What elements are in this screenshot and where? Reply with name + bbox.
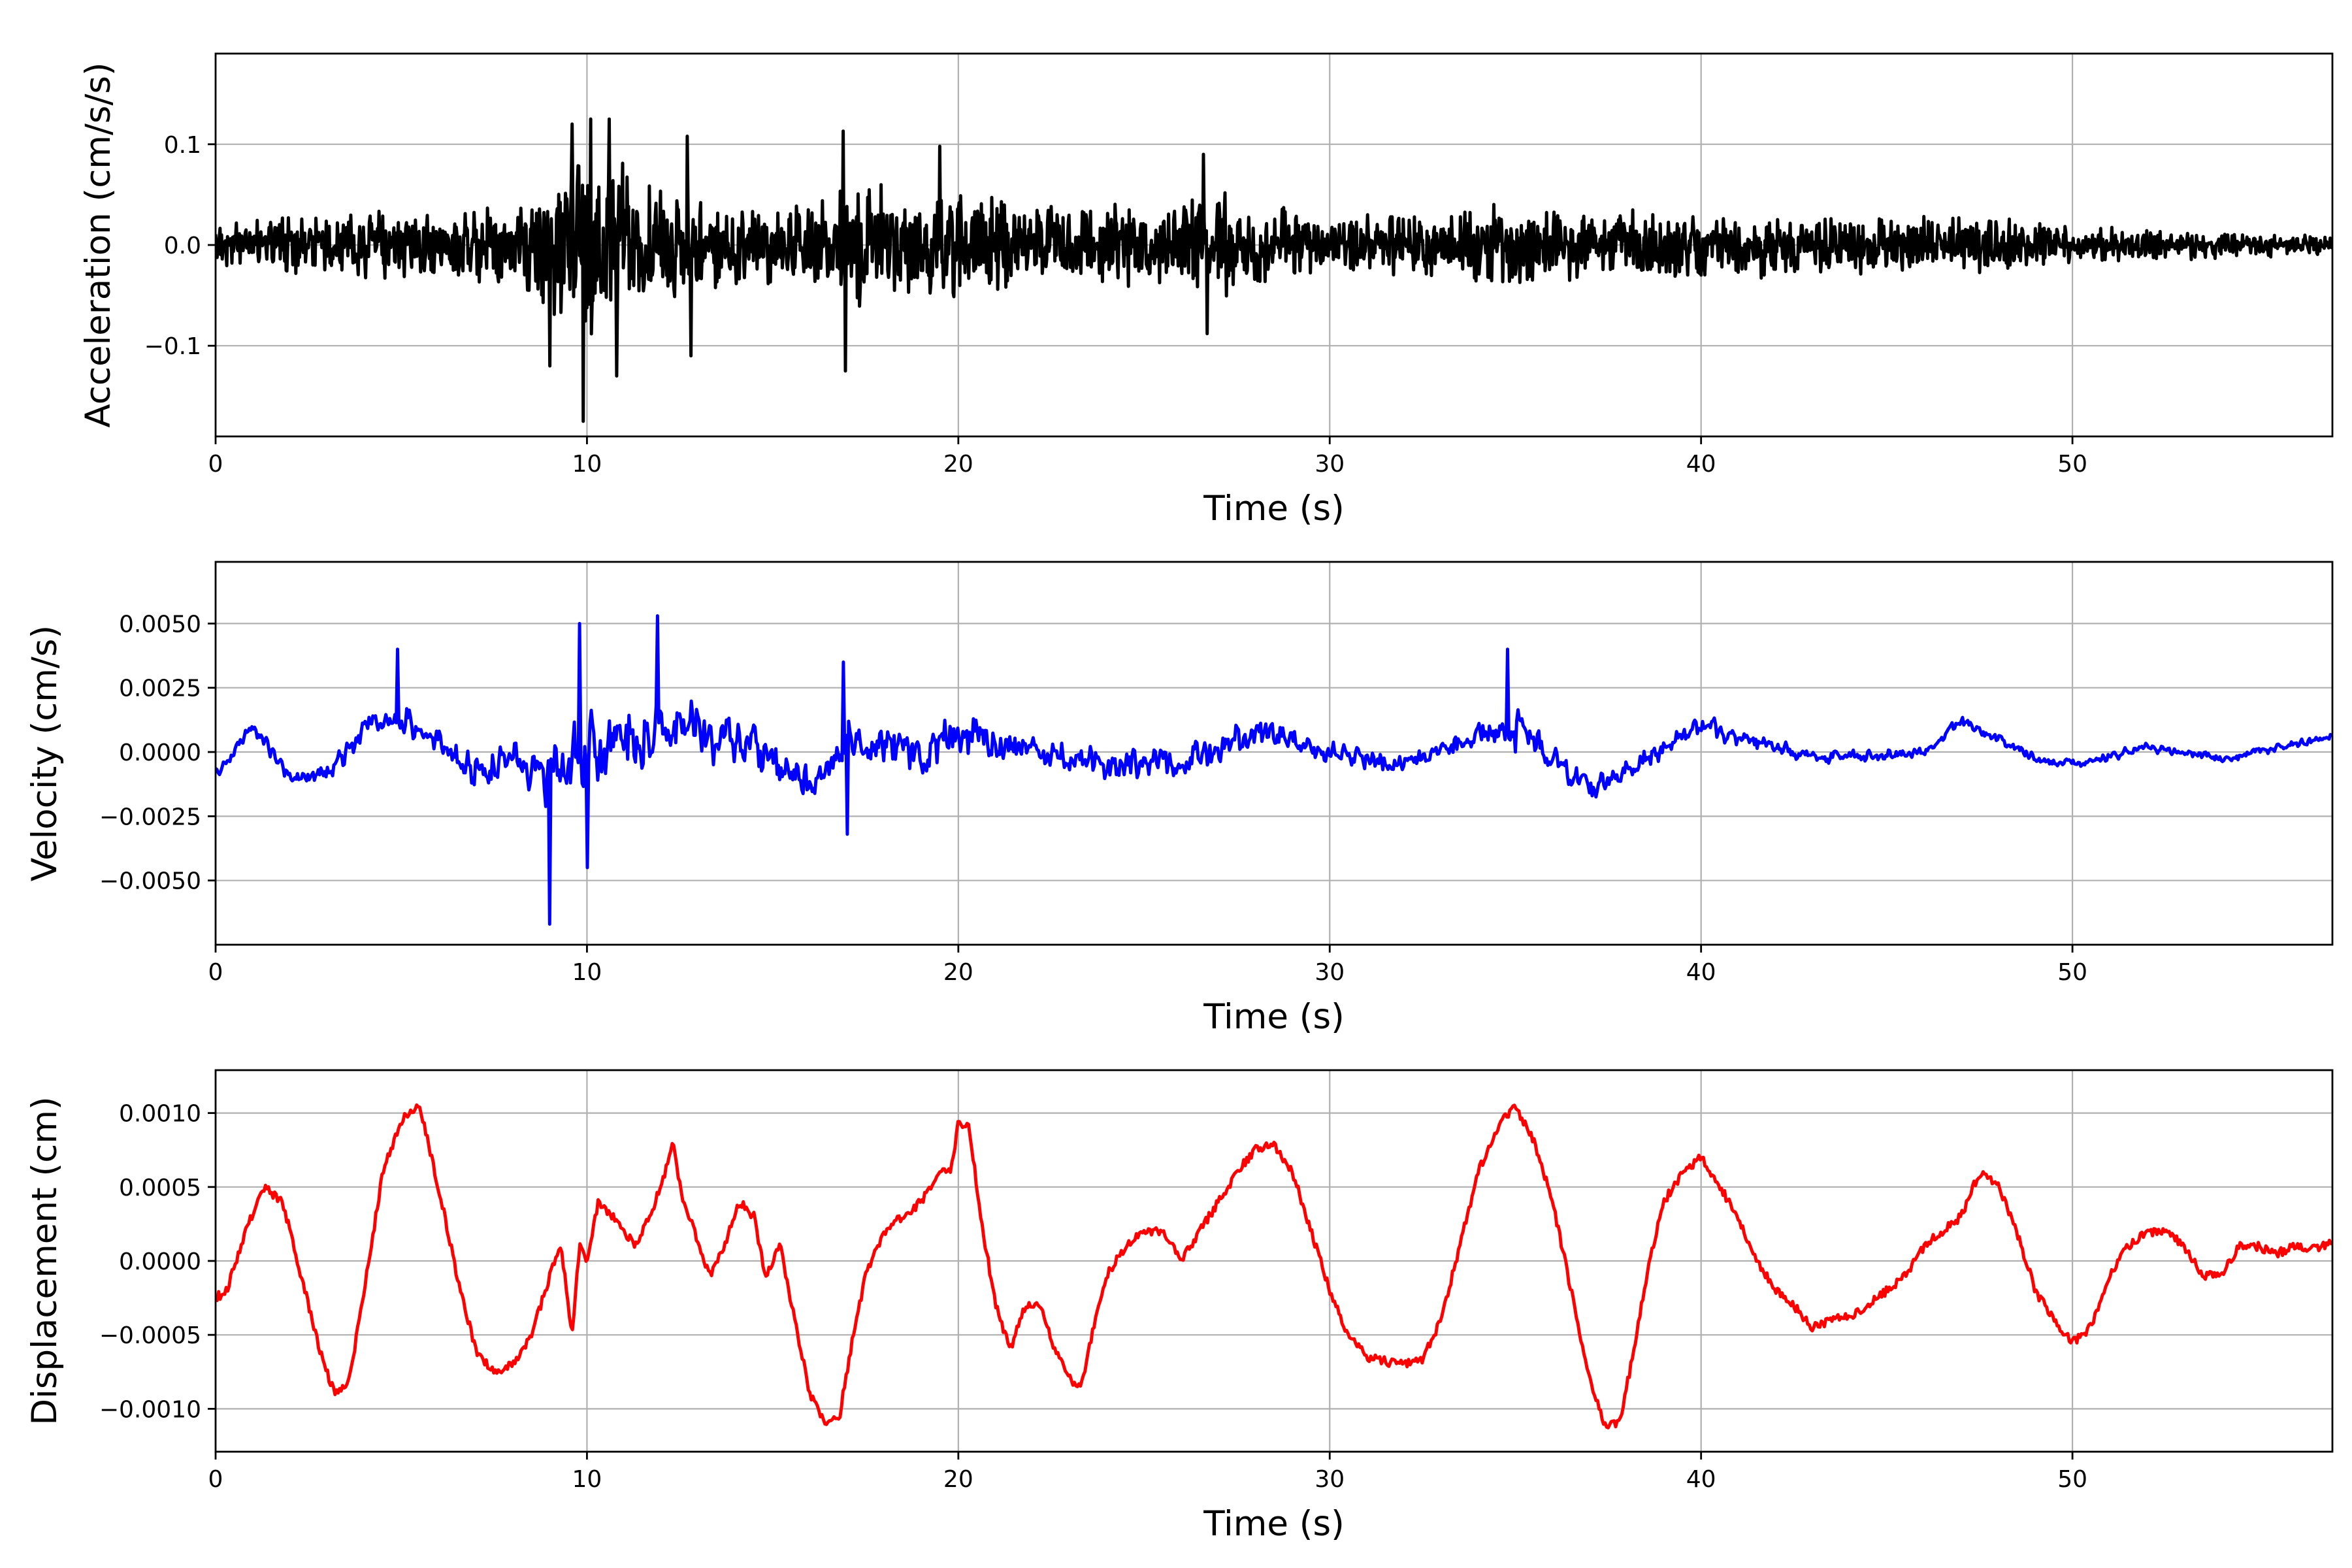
y-axis-label: Velocity (cm/s) [25, 625, 65, 881]
y-tick-label: 0.0000 [119, 740, 201, 766]
axes-frame [214, 561, 2334, 946]
y-tick-label: 0.0000 [119, 1249, 201, 1275]
x-tick-label: 20 [943, 1466, 973, 1493]
y-tick-label: −0.1 [144, 333, 201, 360]
x-tick-label: 20 [943, 959, 973, 986]
y-tick-label: 0.0010 [119, 1101, 201, 1128]
y-axis-label: Displacement (cm) [25, 1096, 65, 1425]
x-tick-label: 0 [208, 451, 223, 478]
x-tick-label: 10 [572, 1466, 602, 1493]
x-tick-label: 20 [943, 451, 973, 478]
x-axis-label: Time (s) [1203, 489, 1345, 529]
x-tick-label: 50 [2057, 451, 2087, 478]
x-axis-label: Time (s) [1203, 1504, 1345, 1544]
x-tick-label: 30 [1315, 1466, 1345, 1493]
y-tick-label: −0.0010 [99, 1396, 201, 1423]
velocity-panel: 0 10 20 30 40 50 0.0050 0.0025 0.0000 −0.0025 −0.0… [25, 561, 2334, 1037]
y-tick-label: 0.0 [164, 233, 201, 259]
x-tick-label: 0 [208, 959, 223, 986]
x-tick-label: 50 [2057, 1466, 2087, 1493]
y-tick-label: −0.0005 [99, 1322, 201, 1349]
y-tick-label: −0.0050 [99, 868, 201, 895]
x-tick-label: 30 [1315, 959, 1345, 986]
x-tick-label: 0 [208, 1466, 223, 1493]
y-tick-label: 0.0050 [119, 611, 201, 638]
y-tick-label: 0.0005 [119, 1175, 201, 1201]
displacement-series-line [216, 1103, 2332, 1429]
x-tick-label: 50 [2057, 959, 2087, 986]
x-tick-label: 40 [1686, 451, 1716, 478]
y-axis-label: Acceleration (cm/s/s) [78, 62, 118, 427]
y-tick-label: 0.0025 [119, 676, 201, 702]
y-tick-label: 0.1 [164, 132, 201, 159]
acceleration-series-line [216, 117, 2332, 423]
x-tick-label: 40 [1686, 959, 1716, 986]
x-axis-label: Time (s) [1203, 997, 1345, 1037]
displacement-panel: 0 10 20 30 40 50 0.0010 0.0005 0.0000 −0.0005 −0.0… [25, 1069, 2334, 1544]
y-tick-label: −0.0025 [99, 804, 201, 830]
acceleration-panel: 0 10 20 30 40 50 0.1 0.0 −0.1 Time (s) Acceleratio… [78, 52, 2334, 529]
x-tick-label: 10 [572, 959, 602, 986]
velocity-series-line [216, 614, 2332, 926]
x-tick-label: 10 [572, 451, 602, 478]
x-tick-label: 40 [1686, 1466, 1716, 1493]
x-tick-label: 30 [1315, 451, 1345, 478]
